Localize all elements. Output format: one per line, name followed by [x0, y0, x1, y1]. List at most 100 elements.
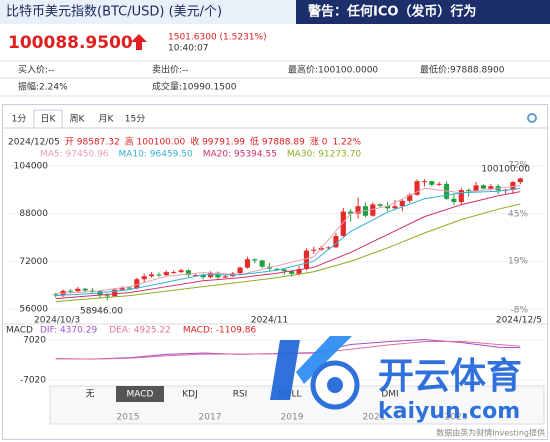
indicator-tab[interactable]: 无 — [85, 389, 94, 400]
logo-k — [270, 340, 300, 400]
stat: 成交量:10990.1500 — [152, 81, 237, 93]
x-tick-label: 2024/10/3 — [34, 316, 80, 326]
candle-body — [53, 294, 59, 296]
x-tick-label: 2024/12/5 — [496, 316, 542, 326]
legend-entry: MA5: 97450.96 — [40, 150, 109, 160]
candle-body — [193, 275, 199, 277]
candle-body — [436, 183, 442, 185]
stat: 振幅:2.24% — [18, 81, 68, 93]
y-tick-label: 88000 — [19, 209, 48, 219]
ohlc-info: 涨 0 — [310, 137, 328, 148]
footer: 数据由英为财情Investing提供 — [436, 428, 545, 438]
legend-entry: MA30: 91273.70 — [287, 150, 361, 160]
navigator-year: 2021 — [363, 413, 386, 423]
stats-table: 买入价:-- 卖出价:-- 最高价:100100.0000 最低价:97888.890… — [0, 60, 550, 97]
candle-body — [148, 274, 155, 277]
warning-bar — [296, 0, 550, 24]
legend-entry: DEA: 4925.22 — [109, 326, 171, 336]
tab[interactable]: 15分 — [125, 114, 145, 125]
y-tick-label: 104000 — [14, 161, 49, 171]
candle-body — [141, 276, 147, 280]
candle-body — [421, 181, 428, 183]
y2-tick-label: -8% — [510, 305, 528, 315]
candle-body — [134, 279, 140, 289]
ohlc-info: 高 100100.00 — [125, 136, 186, 148]
candle-body — [126, 287, 133, 289]
legend-entry: DIF: 4370.29 — [40, 326, 97, 336]
tab[interactable]: 1分 — [12, 114, 27, 125]
candle-body — [244, 259, 251, 268]
ma-line — [55, 191, 521, 300]
logo-k — [296, 336, 352, 384]
candle-body — [377, 204, 383, 206]
candle-body — [222, 276, 228, 278]
price: 100088.9500 — [8, 33, 133, 53]
candle-body — [466, 190, 472, 192]
candle-body — [75, 288, 81, 292]
candle-body — [429, 181, 435, 185]
candle-body — [67, 290, 74, 292]
tab[interactable]: 月K — [99, 114, 115, 125]
legend-entry: MACD: -1109.86 — [183, 326, 257, 336]
candle-body — [156, 274, 162, 276]
candle-body — [370, 204, 376, 216]
legend-entry: MA20: 95394.55 — [203, 150, 277, 160]
stat: 最低价:97888.8900 — [420, 64, 505, 76]
candle-body — [355, 206, 361, 214]
candle-body — [325, 247, 332, 249]
candle-body — [89, 290, 96, 292]
plot: 2024/12/05 开 98587.32 高 100100.00 收 99791.9… — [3, 136, 547, 425]
candle-body — [237, 267, 243, 274]
candle-body — [488, 186, 494, 189]
candle-body — [82, 288, 88, 291]
ma-line — [55, 184, 521, 295]
indicator-tab[interactable]: DMI — [381, 390, 398, 400]
stat: 卖出价:-- — [152, 64, 189, 76]
candle-body — [399, 200, 405, 207]
candle-body — [185, 270, 192, 276]
active-tab — [33, 109, 63, 129]
period-tabs: 1分 日K 周K 月K 15分 — [12, 109, 145, 129]
ohlc-info: 收 99791.99 — [190, 136, 245, 148]
candle-body — [289, 271, 295, 274]
warning: 警告：任何ICO（发币）行为 — [308, 4, 476, 20]
x-tick-label: 2024/11 — [251, 316, 288, 326]
y-tick-label: -7020 — [20, 375, 46, 385]
candle-body — [480, 185, 487, 189]
candle-body — [163, 272, 169, 276]
candle-body — [200, 275, 206, 278]
ohlc-info: 2024/12/05 — [8, 138, 60, 148]
tab[interactable]: 日K — [41, 114, 57, 125]
candle-body — [119, 287, 125, 290]
y-tick-label: 56000 — [19, 305, 48, 315]
candle-body — [281, 269, 287, 272]
candle-body — [178, 270, 184, 273]
settings-icon[interactable] — [527, 113, 537, 123]
active-indicator — [116, 386, 164, 402]
change: 1501.6300 (1.5231%) — [168, 33, 267, 43]
navigator-year: 2019 — [281, 413, 304, 423]
navigator-year: 2015 — [117, 413, 140, 423]
tab[interactable]: 周K — [70, 114, 86, 125]
candle-body — [348, 211, 354, 214]
candle-body — [171, 272, 177, 274]
stat: 最高价:100100.0000 — [288, 64, 378, 76]
logo-ball — [327, 377, 343, 393]
indicator-tab[interactable]: RSI — [233, 390, 248, 400]
candle-body — [311, 249, 317, 251]
indicator-tab[interactable]: KDJ — [182, 390, 198, 400]
indicator-tab[interactable]: MACD — [127, 390, 154, 400]
candle-body — [104, 295, 110, 297]
candle-body — [384, 205, 391, 209]
candle-body — [112, 289, 118, 297]
candle-body — [451, 198, 457, 203]
candle-body — [296, 269, 302, 274]
candle-body — [392, 206, 398, 209]
candle-body — [473, 185, 479, 191]
low-label: 58946.00 — [80, 307, 123, 317]
navigator-year: 2017 — [199, 413, 222, 423]
ohlc-info: 1.22% — [332, 138, 361, 148]
page-title: 比特币美元指数(BTC/USD) (美元/个) — [6, 5, 222, 20]
candle-body — [259, 260, 265, 267]
